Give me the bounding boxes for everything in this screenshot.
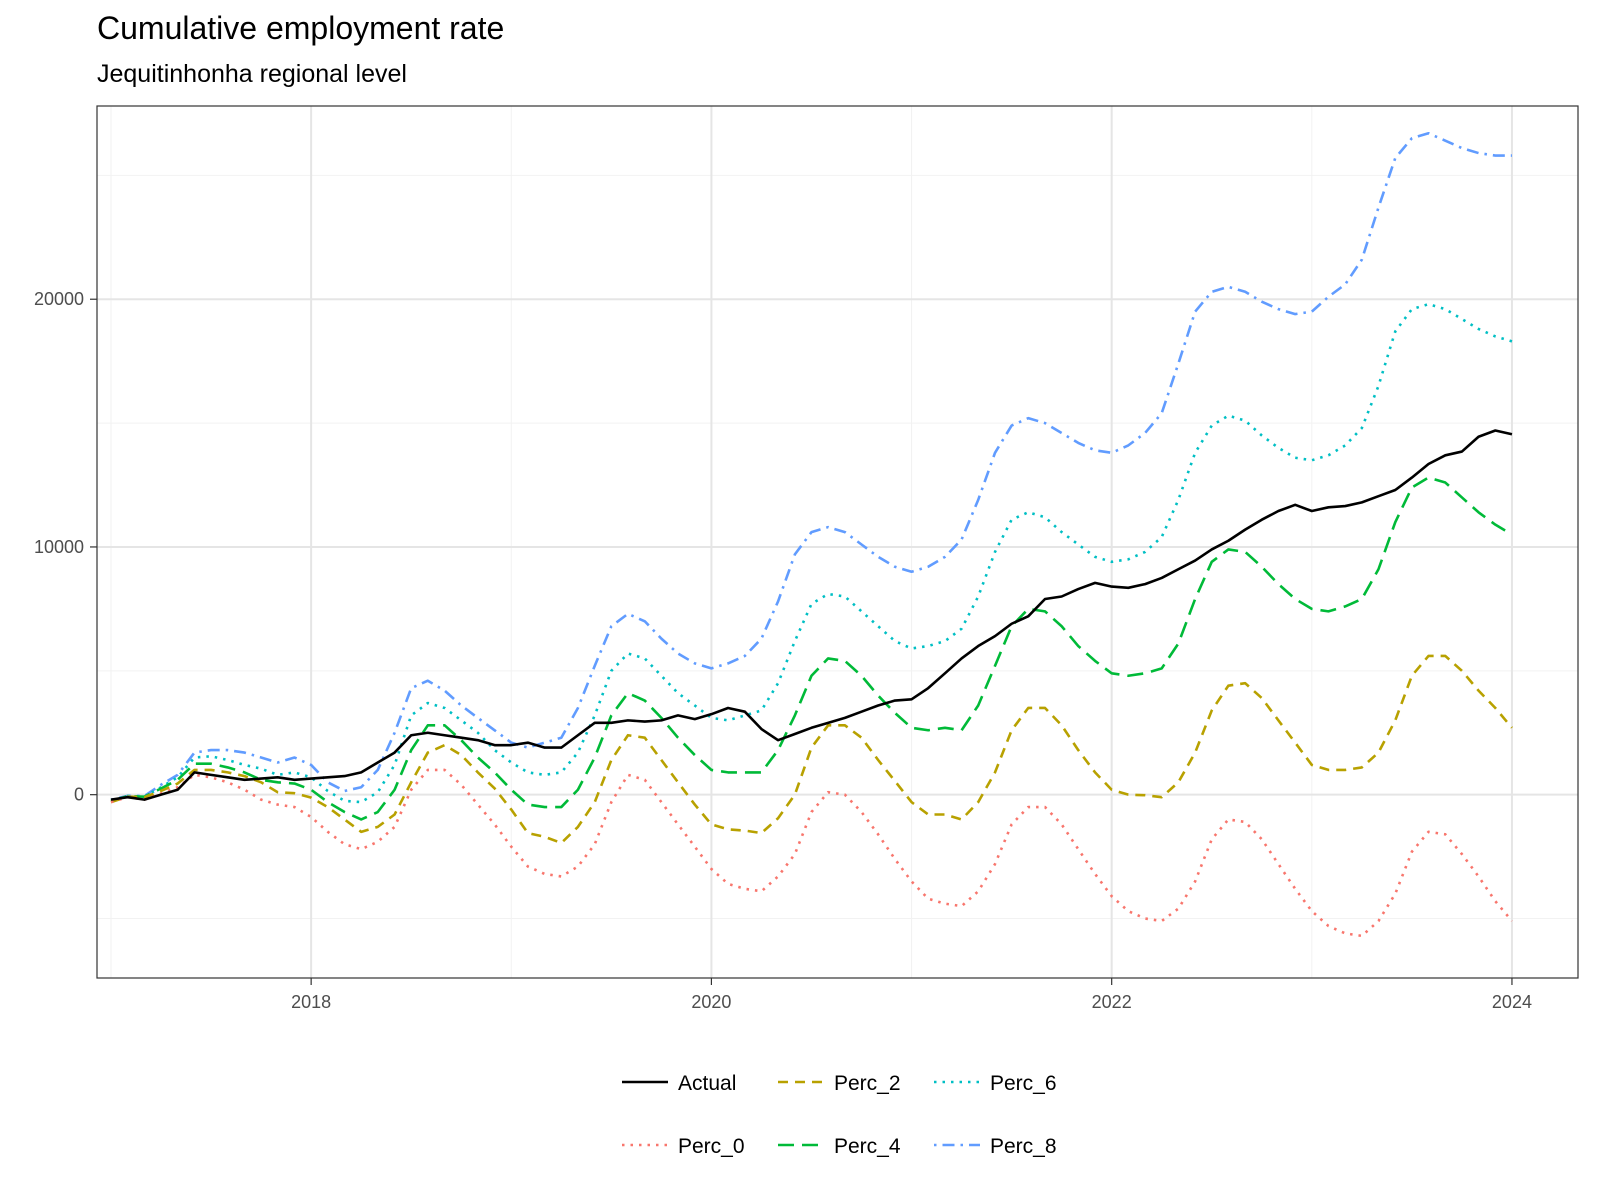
- panel-border: [96, 105, 1579, 979]
- series-line-actual: [110, 429, 1513, 801]
- chart-title: Cumulative employment rate: [97, 10, 505, 46]
- x-tick-label: 2024: [1492, 992, 1532, 1012]
- y-tick-label: 20000: [34, 289, 84, 309]
- chart-subtitle: Jequitinhonha regional level: [97, 60, 407, 88]
- series-line-perc-2: [110, 654, 1513, 845]
- legend-label-actual: Actual: [678, 1072, 736, 1095]
- y-tick-label: 10000: [34, 537, 84, 557]
- series-line-perc-4: [110, 476, 1513, 821]
- legend-label-perc-2: Perc_2: [834, 1072, 901, 1095]
- legend-label-perc-0: Perc_0: [678, 1135, 745, 1158]
- y-tick-label: 0: [74, 785, 84, 805]
- legend-label-perc-6: Perc_6: [990, 1072, 1057, 1095]
- legend-label-perc-8: Perc_8: [990, 1135, 1057, 1158]
- series-line-perc-8: [110, 131, 1512, 801]
- x-tick-label: 2022: [1092, 992, 1132, 1012]
- x-tick-label: 2020: [691, 992, 731, 1012]
- x-tick-label: 2018: [291, 992, 331, 1012]
- series-line-perc-0: [110, 768, 1513, 938]
- legend-label-perc-4: Perc_4: [834, 1135, 901, 1158]
